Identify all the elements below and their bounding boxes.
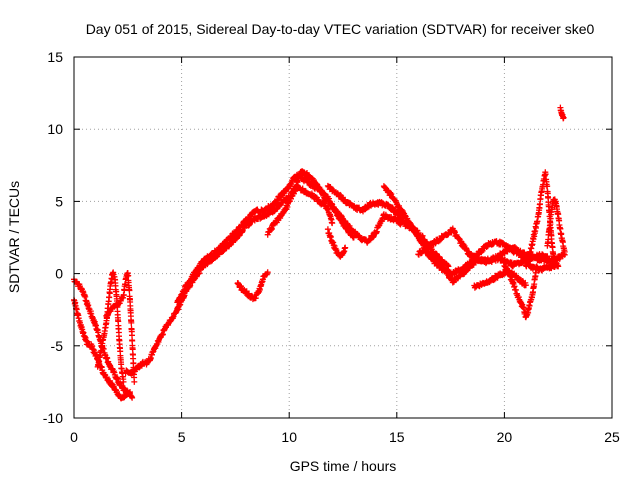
data-series — [264, 168, 405, 246]
data-series — [501, 262, 540, 321]
series-markers — [234, 269, 271, 303]
y-axis-label: SDTVAR / TECUs — [6, 181, 22, 293]
series-markers — [544, 196, 568, 255]
y-tick-label: 10 — [47, 121, 63, 137]
x-axis-label: GPS time / hours — [290, 458, 397, 474]
series-markers — [415, 225, 551, 270]
y-tick-label: 5 — [55, 193, 63, 209]
x-tick-label: 20 — [497, 429, 513, 445]
data-series — [522, 169, 562, 270]
y-tick-label: -5 — [51, 338, 64, 354]
y-tick-label: 0 — [55, 266, 63, 282]
x-tick-label: 5 — [178, 429, 186, 445]
data-points — [71, 104, 568, 402]
data-series — [324, 226, 349, 260]
data-series — [557, 104, 567, 122]
data-series — [122, 306, 181, 377]
data-series — [103, 270, 138, 385]
series-markers — [522, 169, 562, 270]
series-markers — [324, 226, 349, 260]
chart-title: Day 051 of 2015, Sidereal Day-to-day VTE… — [86, 21, 595, 37]
series-markers — [501, 262, 540, 321]
series-markers — [103, 270, 138, 385]
y-tick-label: -10 — [43, 410, 63, 426]
axis-ticks: 0 5 10 15 20 25 -10 -5 0 5 10 15 — [43, 49, 620, 445]
grid-lines — [74, 57, 612, 418]
x-tick-label: 0 — [70, 429, 78, 445]
x-tick-label: 15 — [389, 429, 405, 445]
series-markers — [471, 267, 529, 291]
plot-area-frame — [73, 56, 613, 419]
data-series — [544, 196, 568, 255]
y-tick-label: 15 — [47, 49, 63, 65]
series-markers — [122, 306, 181, 377]
x-tick-label: 10 — [281, 429, 297, 445]
data-series — [471, 267, 529, 291]
data-series — [234, 269, 271, 303]
x-tick-label: 25 — [604, 429, 620, 445]
series-markers — [557, 104, 567, 122]
data-series — [415, 225, 551, 270]
series-markers — [264, 168, 405, 246]
